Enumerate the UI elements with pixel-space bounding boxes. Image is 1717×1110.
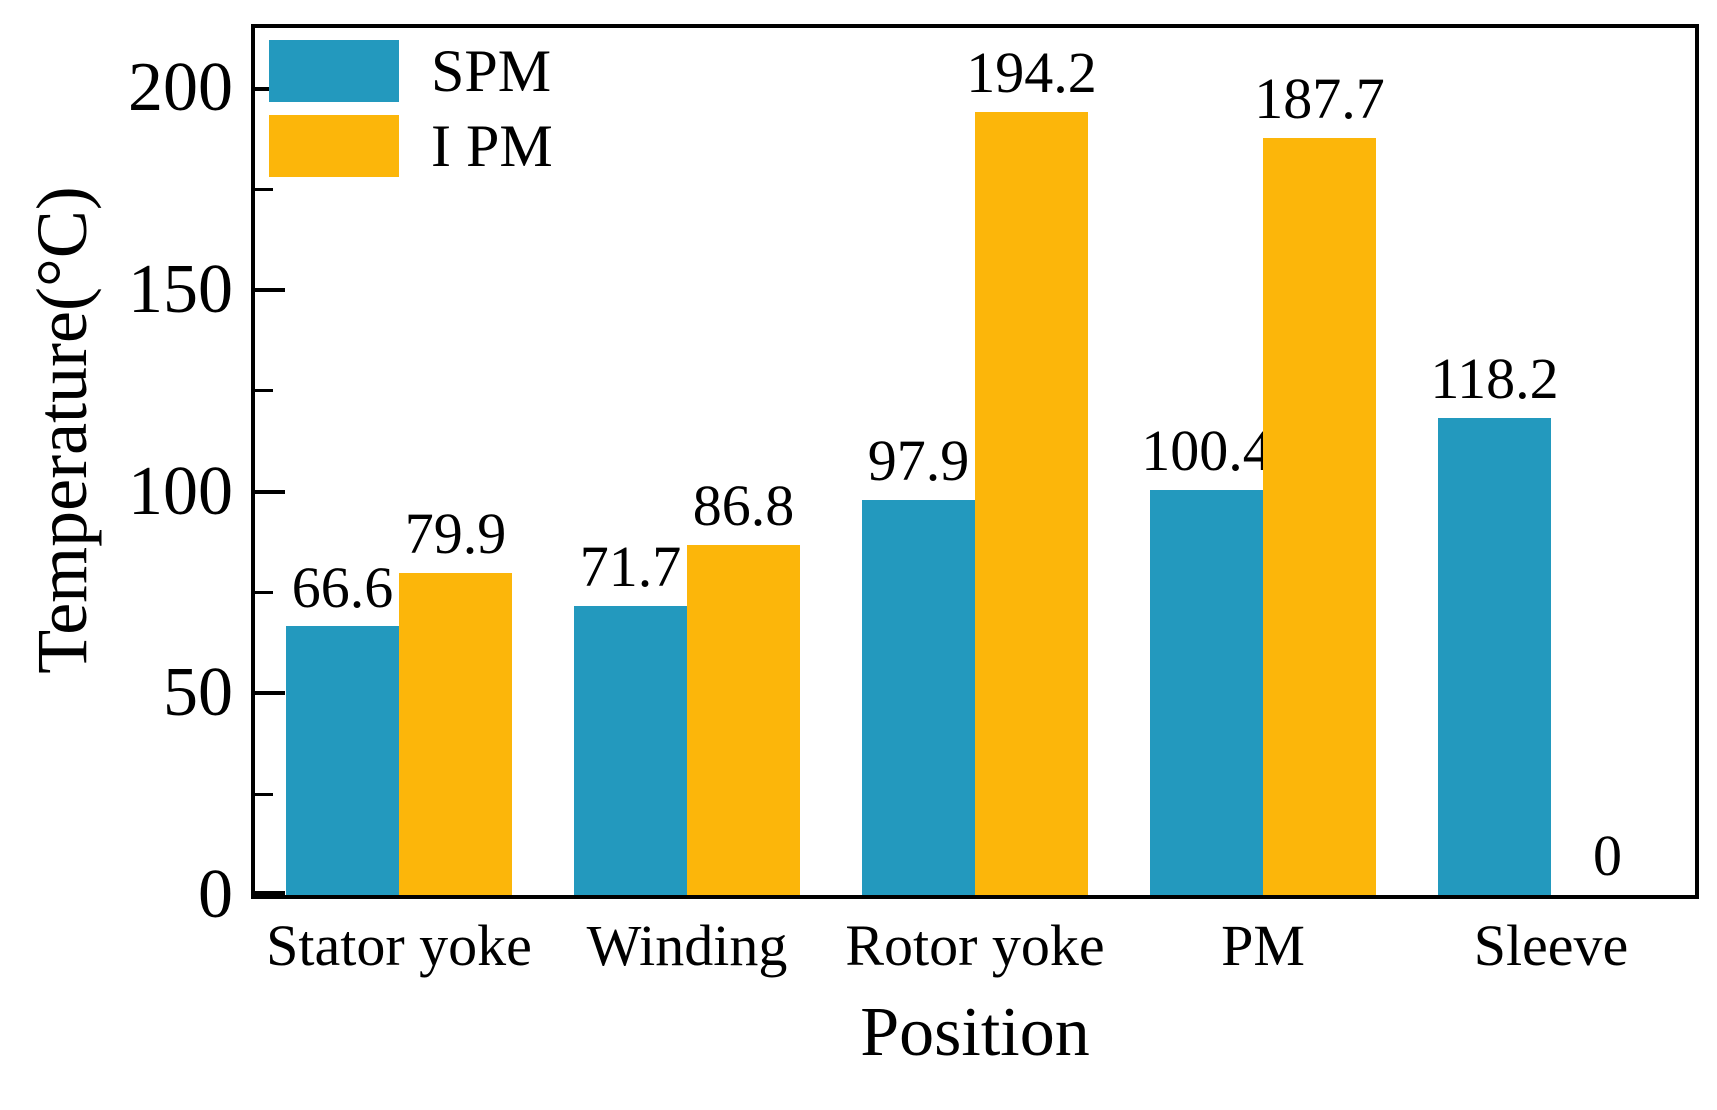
x-category-label: Stator yoke [266,913,532,978]
x-category-label: Sleeve [1473,913,1629,978]
bar-ipm-rotor-yoke [975,111,1088,895]
value-label-spm-pm: 100.4 [1141,418,1272,484]
y-major-tick [255,288,285,293]
x-category-label: Winding [586,913,788,978]
legend: SPM I PM [269,40,553,190]
x-axis-title: Position [860,994,1090,1071]
y-minor-tick [255,792,273,796]
y-minor-tick [255,591,273,595]
legend-swatch-ipm [269,115,399,177]
plot-area: 0 50 100 150 200 Stator yoke Winding Rotor yoke… [128,24,1699,975]
y-tick-label: 50 [163,654,233,732]
bar-spm-winding [574,605,687,895]
legend-swatch-spm [269,40,399,102]
x-category-label: PM [1221,913,1305,978]
bars-layer: 66.6 79.9 71.7 86.8 97.9 194.2 100.4 187.7 118.2… [255,28,1695,895]
bar-spm-stator-yoke [286,626,399,895]
bar-spm-pm [1150,490,1263,895]
value-label-ipm-stator-yoke: 79.9 [404,500,507,566]
legend-item-ipm: I PM [269,115,553,177]
bar-spm-sleeve [1438,418,1551,895]
value-label-ipm-sleeve: 0 [1593,823,1622,889]
value-label-spm-sleeve: 118.2 [1430,346,1559,412]
value-label-ipm-rotor-yoke: 194.2 [966,40,1097,105]
y-minor-tick [255,389,273,393]
value-label-ipm-winding: 86.8 [692,473,795,539]
legend-item-spm: SPM [269,40,553,102]
bar-ipm-winding [687,544,800,895]
bar-spm-rotor-yoke [862,500,975,895]
value-label-spm-stator-yoke: 66.6 [291,554,394,620]
y-major-tick [255,891,285,895]
y-tick-label: 200 [128,49,233,127]
ticks-layer: 0 50 100 150 200 Stator yoke Winding Rotor yoke… [128,28,1695,975]
x-category-label: Rotor yoke [845,913,1105,978]
y-major-tick [255,691,285,696]
bar-ipm-pm [1263,138,1376,895]
y-minor-tick [255,187,273,191]
legend-label: I PM [431,113,553,179]
bar-ipm-stator-yoke [399,572,512,895]
y-tick-label: 0 [198,856,233,933]
y-tick-label: 150 [128,251,233,329]
value-label-spm-winding: 71.7 [579,533,682,599]
value-label-ipm-pm: 187.7 [1254,66,1385,132]
y-major-tick [255,489,285,494]
legend-label: SPM [431,38,552,104]
y-tick-label: 100 [128,452,233,530]
value-label-spm-rotor-yoke: 97.9 [867,428,970,494]
